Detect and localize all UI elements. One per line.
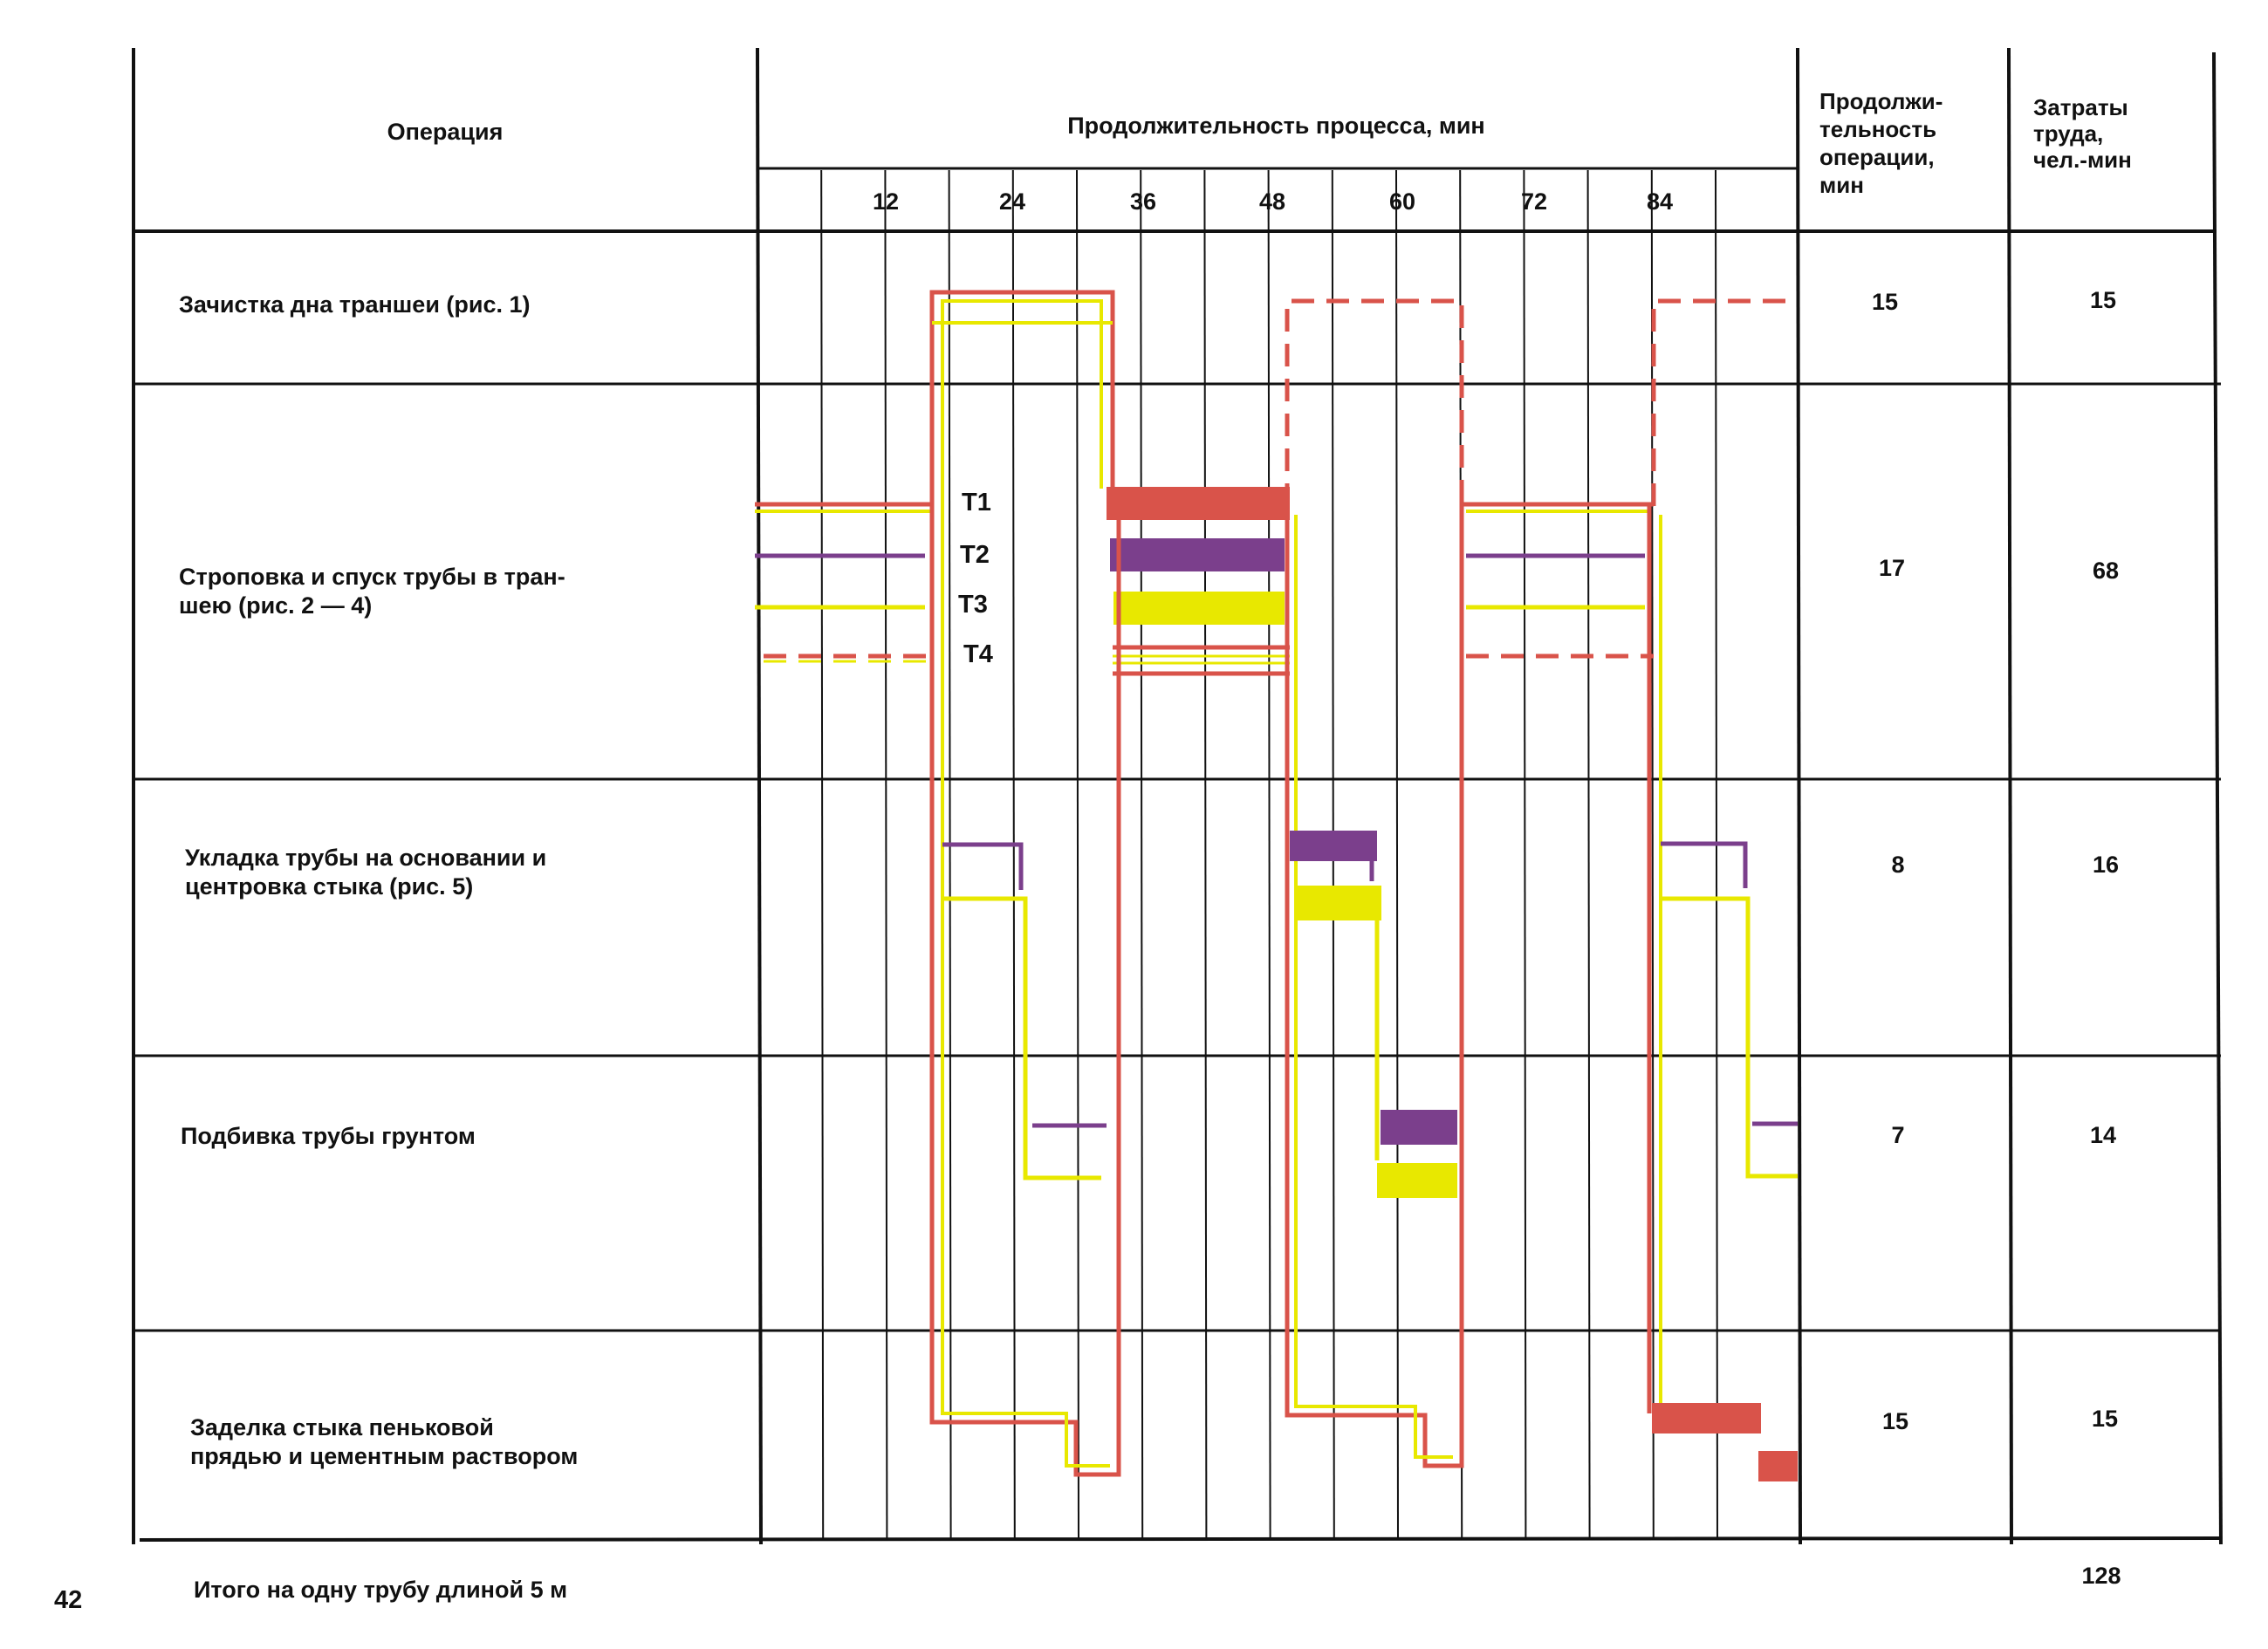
row-labor: 16 [2092, 852, 2120, 878]
total-value: 128 [2081, 1563, 2121, 1589]
tick-label: 24 [998, 188, 1026, 215]
row-duration: 7 [1891, 1122, 1905, 1148]
worker-bar-t2 [1290, 831, 1377, 861]
time-gridline [1523, 169, 1527, 1541]
row-labor: 15 [2091, 1406, 2119, 1432]
header-process-duration: Продолжительность процесса, мин [1067, 113, 1485, 139]
schedule-line-red [1285, 489, 1464, 1468]
row-operation: Строповка и спуск трубы в тран- шею (рис… [179, 564, 565, 619]
schedule-line-red [1285, 298, 1464, 506]
tick-label: 48 [1258, 188, 1286, 215]
time-gridline [1203, 169, 1208, 1541]
row-duration: 8 [1891, 852, 1905, 878]
time-gridline [1011, 169, 1016, 1541]
schedule-line-yellow [1294, 515, 1453, 1459]
worker-bar-t3 [1113, 592, 1285, 625]
time-gridline [948, 169, 952, 1541]
tick-label: 84 [1646, 188, 1674, 215]
worker-bar-t3 [1294, 886, 1381, 920]
tick-label: 72 [1520, 188, 1548, 215]
table-divider-timeline [1796, 47, 1802, 1545]
row-labor: 14 [2089, 1122, 2117, 1148]
total-label: Итого на одну трубу длиной 5 м [194, 1577, 568, 1603]
worker-label: Т2 [960, 541, 990, 569]
row-labor: 15 [2089, 287, 2117, 313]
tick-label: 60 [1388, 188, 1416, 215]
row-operation: Укладка трубы на основании и центровка с… [185, 845, 547, 900]
time-gridline [884, 169, 888, 1541]
worker-line-t3 [942, 896, 1101, 1180]
time-gridline [1140, 169, 1144, 1541]
tick-label: 36 [1129, 188, 1157, 215]
worker-line-t2 [1661, 841, 1748, 888]
schedule-line-yellow [941, 515, 1110, 1468]
worker-bar-t2 [1110, 538, 1285, 571]
worker-label: Т3 [958, 591, 988, 619]
header-labor-cost: Затраты труда, чел.-мин [2033, 94, 2132, 173]
row-duration: 17 [1878, 555, 1906, 581]
schedule-line-red [1651, 298, 1798, 506]
time-gridline [1586, 169, 1591, 1541]
table-bottom-rule [139, 1536, 2222, 1542]
schedule-line-red [929, 489, 1121, 1477]
row-labor: 68 [2092, 558, 2120, 584]
time-gridline [1076, 169, 1079, 1541]
worker-bar-t1 [1652, 1403, 1761, 1433]
table-divider-duration [2007, 47, 2013, 1545]
row-operation: Подбивка трубы грунтом [181, 1123, 476, 1149]
worker-line-t2 [942, 842, 1024, 890]
row-duration: 15 [1881, 1408, 1909, 1434]
row-operation: Заделка стыка пеньковой прядью и цементн… [190, 1414, 579, 1469]
worker-bar-t1 [1107, 487, 1290, 520]
worker-bar-t2 [1381, 1110, 1457, 1145]
time-gridline [1267, 169, 1271, 1541]
header-operation: Операция [387, 119, 504, 145]
worker-label: Т4 [963, 640, 993, 668]
time-gridline [820, 169, 825, 1541]
worker-line-t3 [1661, 896, 1798, 1179]
table-divider-operation [756, 47, 763, 1545]
time-gridline [1715, 169, 1718, 1541]
row-duration: 15 [1871, 289, 1899, 315]
row-operation: Зачистка дна траншеи (рис. 1) [179, 291, 531, 318]
time-gridline [1395, 169, 1399, 1541]
worker-bar-t3 [1377, 1163, 1457, 1198]
worker-bar-t1 [1758, 1451, 1798, 1481]
schedule-line-red [929, 290, 1115, 506]
table-border-right [2212, 51, 2223, 1545]
worker-label: Т1 [962, 489, 991, 517]
page-number: 42 [54, 1586, 83, 1614]
tick-label: 12 [872, 188, 900, 215]
header-operation-duration: Продолжи- тельность операции, мин [1819, 88, 1943, 198]
time-gridline [1650, 169, 1655, 1541]
